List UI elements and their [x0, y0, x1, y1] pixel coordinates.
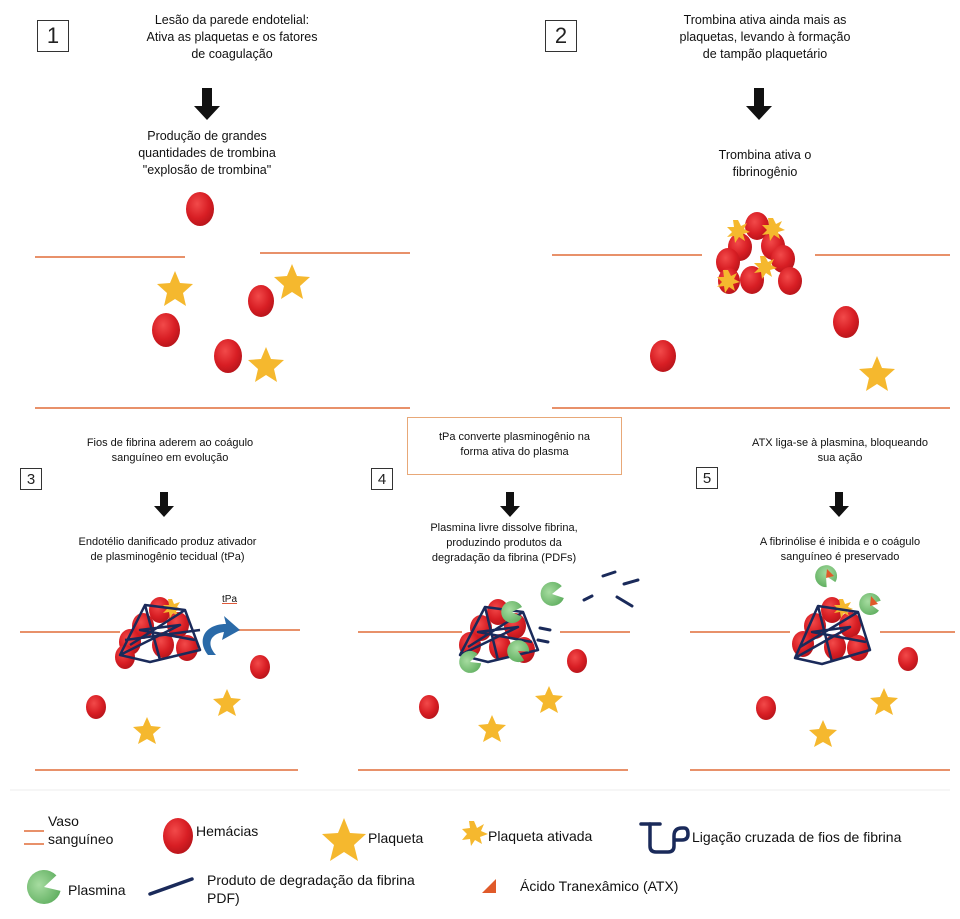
legend-vessel-label: Vaso sanguíneo: [48, 813, 114, 847]
panel-number-3: 3: [20, 468, 42, 490]
platelet-star: [809, 720, 837, 747]
activated-platelet: [834, 599, 853, 618]
platelet-star: [133, 717, 161, 744]
legend-atx-icon: [482, 879, 496, 893]
fibrin-mesh: [793, 604, 872, 666]
plasmin-atx-bound: [815, 565, 838, 588]
clot-cluster-3: [115, 597, 202, 669]
fibrin-degradation-products: [536, 570, 640, 644]
panel-5-top-text: ATX liga-se à plasmina, bloqueando sua a…: [752, 437, 928, 464]
platelet-star: [870, 688, 898, 715]
fibrin-mesh: [118, 603, 202, 664]
legend-fibrin-label: Ligação cruzada de fios de fibrina: [692, 829, 902, 845]
activated-platelet: [762, 218, 785, 241]
red-blood-cell: [186, 192, 214, 226]
clot-cluster-4: [458, 599, 540, 673]
legend-activated-platelet-label: Plaqueta ativada: [488, 828, 593, 844]
legend-fibrin-icon: [639, 822, 690, 854]
legend-activated-platelet-icon: [462, 821, 488, 846]
panel-3-graphics: [20, 492, 300, 771]
panel-number-2: 2: [545, 20, 577, 52]
plasmin: [501, 601, 522, 623]
panel-number-5: 5: [696, 467, 718, 489]
red-blood-cell: [419, 695, 439, 719]
red-blood-cell: [756, 696, 776, 720]
legend-platelet-label: Plaqueta: [368, 830, 424, 846]
plasmin-atx-bound: [859, 593, 881, 616]
panel-1-mid-text: Produção de grandes quantidades de tromb…: [138, 129, 276, 177]
red-blood-cell: [716, 248, 740, 276]
legend-pdf-icon: [148, 877, 194, 896]
activated-platelet: [754, 256, 777, 279]
legend-icons: [24, 818, 690, 904]
red-blood-cell: [248, 285, 274, 317]
legend-plasmin-label: Plasmina: [68, 882, 126, 898]
red-blood-cell: [567, 649, 587, 673]
red-blood-cell: [821, 597, 843, 623]
panel-number-4: 4: [371, 468, 393, 490]
platelet-plug-cluster: [716, 212, 802, 295]
down-arrow-1: [194, 88, 220, 120]
red-blood-cell: [86, 695, 106, 719]
down-arrow-4: [500, 492, 520, 517]
panel-2-top-text: Trombina ativa ainda mais as plaquetas, …: [679, 13, 851, 61]
clot-cluster-5: [792, 565, 881, 666]
panel-4-top-text: tPa converte plasminogênio na forma ativ…: [407, 417, 622, 475]
panel-number-1: 1: [37, 20, 69, 52]
plasmin: [507, 640, 530, 663]
platelet-star: [274, 264, 310, 299]
legend-atx-label: Ácido Tranexâmico (ATX): [520, 878, 679, 894]
tpa-label: tPa: [222, 594, 238, 605]
red-blood-cell: [745, 212, 769, 240]
panel-2-graphics: [552, 88, 950, 409]
legend-rbc-icon: [163, 818, 193, 854]
red-blood-cell: [778, 267, 802, 295]
red-blood-cell: [833, 306, 859, 338]
panel-4-graphics: [358, 492, 640, 771]
panel-1-top-text: Lesão da parede endotelial: Ativa as pla…: [146, 13, 318, 61]
plasmin: [459, 650, 482, 673]
red-blood-cell: [152, 313, 180, 347]
platelet-star: [157, 271, 193, 306]
down-arrow-5: [829, 492, 849, 517]
red-blood-cell: [740, 266, 764, 294]
down-arrow-2: [746, 88, 772, 120]
panel-3-top-text: Fios de fibrina aderem ao coágulo sanguí…: [86, 437, 254, 464]
red-blood-cell: [650, 340, 676, 372]
activated-platelet: [727, 220, 750, 243]
platelet-star: [248, 347, 284, 382]
legend-plasmin-icon: [27, 870, 61, 904]
red-blood-cell: [771, 245, 795, 273]
activated-platelet: [717, 270, 740, 293]
panel-5-graphics: [690, 492, 955, 771]
red-blood-cell: [149, 597, 171, 623]
red-blood-cell: [250, 655, 270, 679]
platelet-star: [213, 689, 241, 716]
platelet-star: [478, 715, 506, 742]
platelet-star: [535, 686, 563, 713]
down-arrow-3: [154, 492, 174, 517]
panel-1-graphics: [35, 88, 410, 409]
panel-4-mid-text: Plasmina livre dissolve fibrina, produzi…: [430, 522, 578, 564]
panel-2-mid-text: Trombina ativa o fibrinogênio: [718, 148, 812, 179]
legend-platelet-icon: [322, 818, 366, 861]
legend-pdf-label: Produto de degradação da fibrina PDF): [207, 872, 415, 906]
red-blood-cell: [214, 339, 242, 373]
platelet-star: [859, 356, 895, 391]
legend-rbc-label: Hemácias: [196, 823, 259, 839]
panel-5-mid-text: A fibrinólise é inibida e o coágulo sang…: [759, 536, 921, 563]
panel-3-mid-text: Endotélio danificado produz ativador de …: [78, 536, 257, 563]
red-blood-cell: [898, 647, 918, 671]
tpa-curved-arrow: [202, 616, 240, 655]
plasmin: [540, 581, 564, 606]
